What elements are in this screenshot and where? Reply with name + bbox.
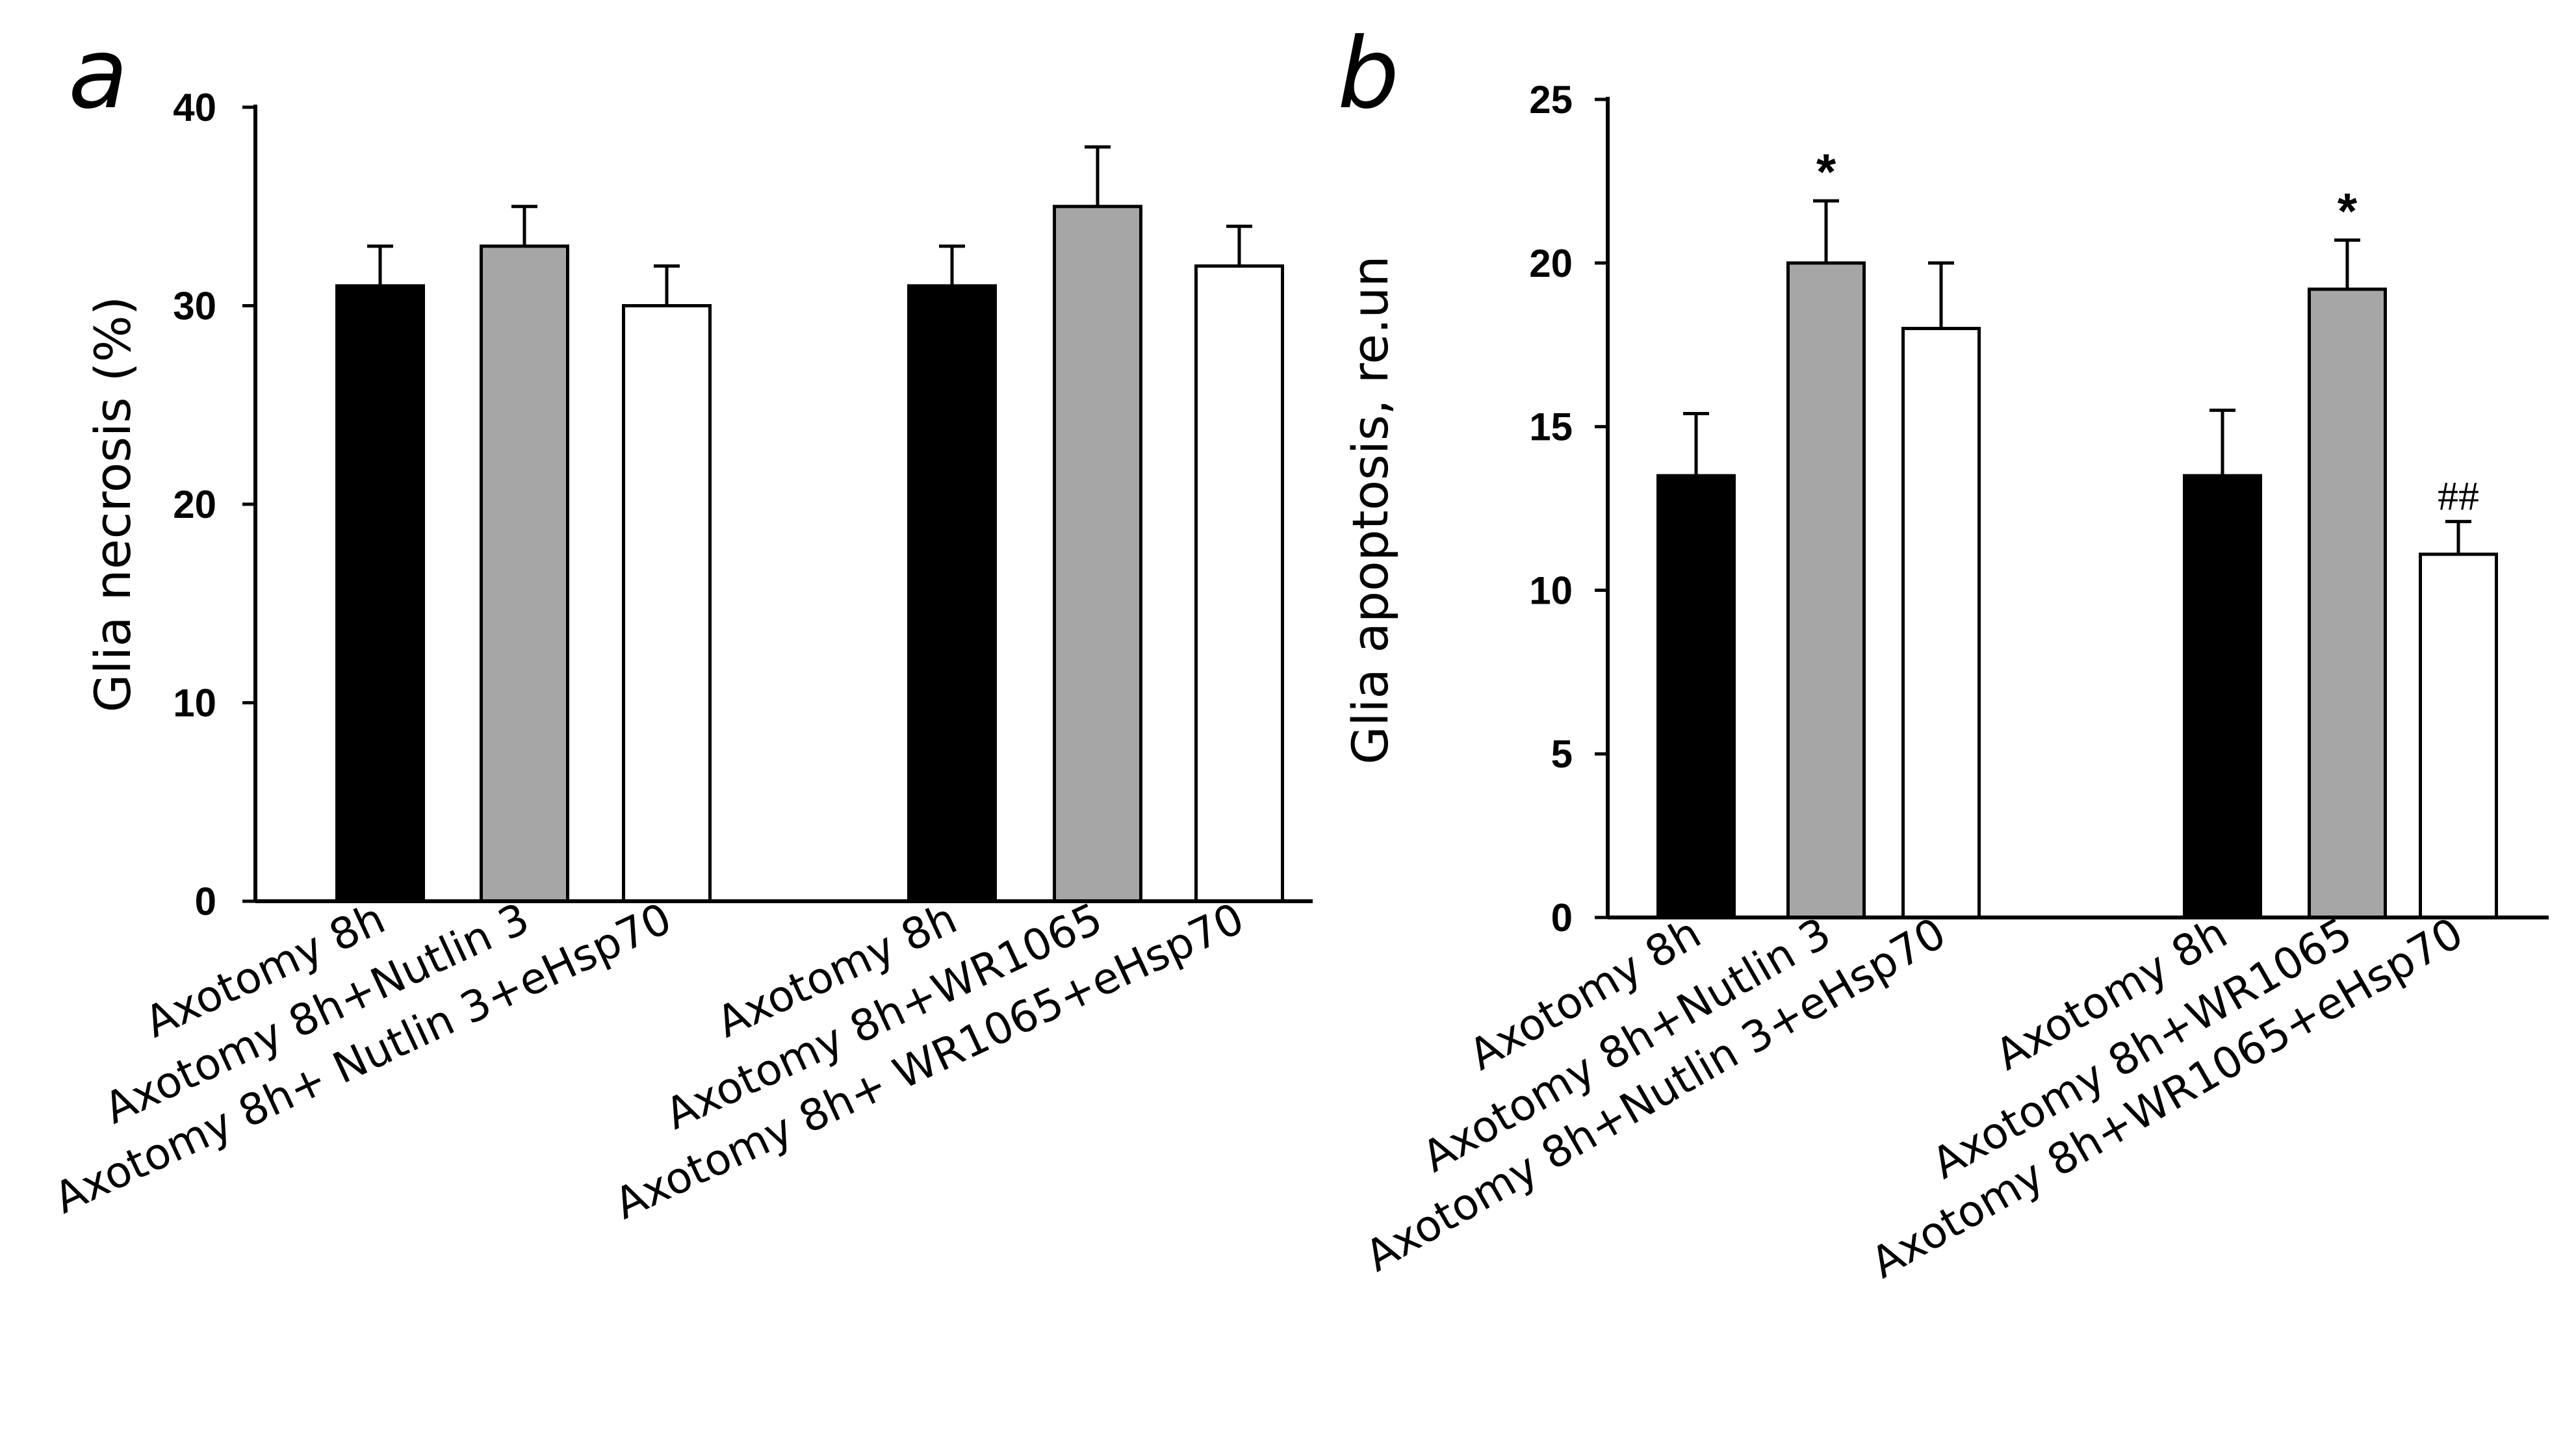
y-tick-label: 10 [1529,569,1573,612]
y-tick-label: 25 [1529,78,1573,122]
significance-annotation: * [2338,183,2358,240]
panel-letter: b [1337,18,1399,131]
bar [1786,261,1866,919]
y-tick-label: 0 [1551,896,1573,940]
bar [1194,264,1284,903]
y-tick-label: 20 [173,483,216,526]
significance-annotation: ## [2438,473,2479,519]
bar [480,244,569,903]
significance-annotation: * [1816,143,1836,200]
bar [1901,327,1981,919]
y-tick-label: 5 [1551,732,1573,776]
bar [2308,287,2387,919]
bar [1053,205,1142,903]
bar [907,284,997,903]
y-axis-title: Glia necrosis (%) [84,296,142,713]
y-tick-label: 30 [173,285,216,328]
bar [2183,474,2262,919]
y-axis-title: Glia apoptosis, re.un [1341,255,1399,764]
y-tick-label: 40 [173,86,216,129]
bar [2419,552,2498,919]
y-tick-label: 20 [1529,242,1573,285]
y-tick-label: 15 [1529,405,1573,449]
bar [1656,474,1736,919]
y-tick-label: 0 [195,880,216,923]
bar [335,284,425,903]
bar [622,304,712,903]
y-tick-label: 10 [173,682,216,725]
panel-letter: a [68,18,128,131]
